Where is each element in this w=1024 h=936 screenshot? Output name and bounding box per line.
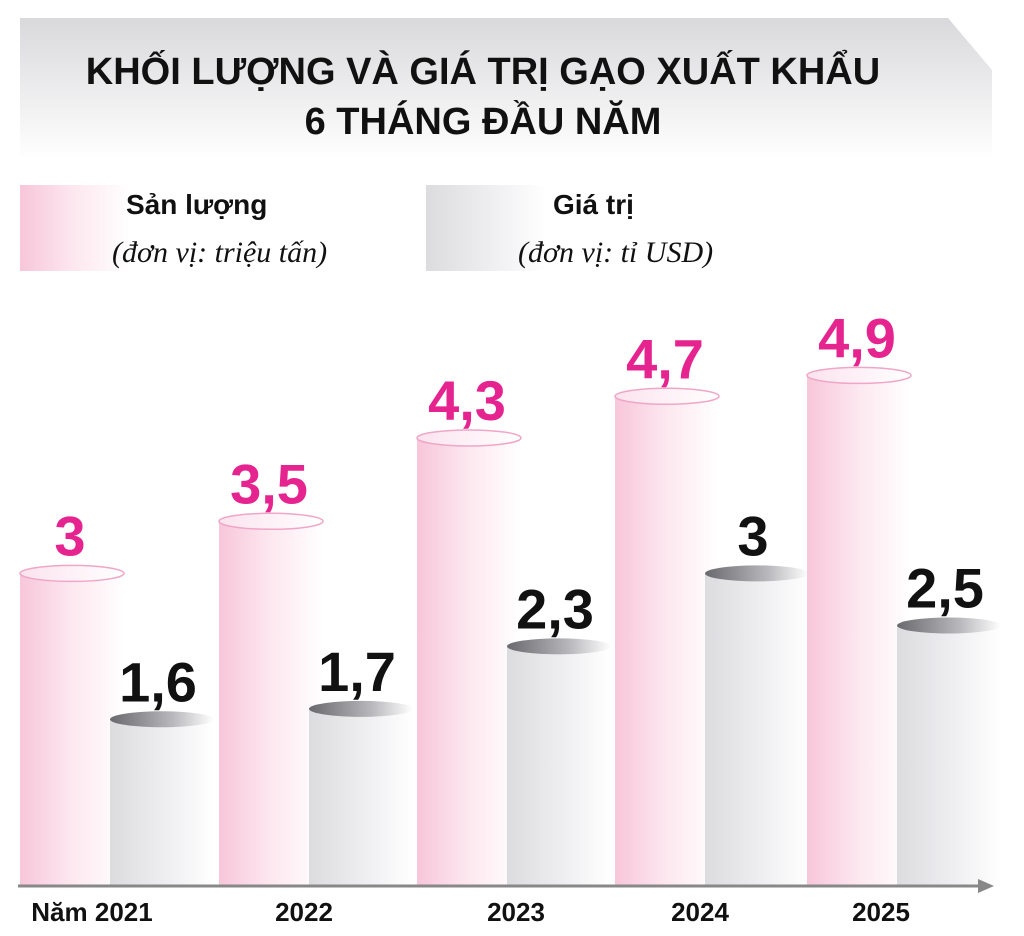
tick-label-0: Năm 2021 xyxy=(31,897,152,927)
bar-volume-top-4 xyxy=(806,366,912,385)
chart-title-line2: 6 THÁNG ĐẦU NĂM xyxy=(305,99,662,143)
bar-volume-top-0 xyxy=(19,564,125,583)
tick-labels-group: Năm 2021 2022 2023 2024 2025 xyxy=(31,897,910,927)
bar-value-4 xyxy=(897,625,1001,886)
x-axis-arrow xyxy=(978,879,994,893)
legend-swatch-value xyxy=(426,185,546,271)
legend-label-volume: Sản lượng xyxy=(126,189,267,220)
label-volume-3: 4,7 xyxy=(626,327,704,390)
label-value-0: 1,6 xyxy=(119,650,197,713)
label-value-2: 2,3 xyxy=(516,577,594,640)
tick-label-3: 2024 xyxy=(671,897,729,927)
legend-label-value: Giá trị xyxy=(553,189,634,220)
chart-title-line1: KHỐI LƯỢNG VÀ GIÁ TRỊ GẠO XUẤT KHẨU xyxy=(86,48,880,93)
value-labels-group: 3 1,6 3,5 1,7 4,3 2,3 4,7 3 4,9 2,5 xyxy=(54,306,984,713)
bars-group xyxy=(19,366,1001,886)
legend-swatch-volume xyxy=(20,185,130,271)
label-volume-0: 3 xyxy=(54,504,85,567)
label-value-3: 3 xyxy=(737,504,768,567)
label-volume-2: 4,3 xyxy=(428,369,506,432)
bar-value-top-4 xyxy=(897,617,1001,634)
bar-volume-0 xyxy=(20,573,124,886)
label-value-4: 2,5 xyxy=(906,557,984,620)
bar-volume-4 xyxy=(807,375,911,886)
bar-value-0 xyxy=(110,719,214,886)
title-banner xyxy=(20,18,992,160)
label-volume-1: 3,5 xyxy=(230,452,308,515)
bar-value-top-1 xyxy=(309,700,413,717)
bar-value-top-3 xyxy=(705,565,809,582)
legend-unit-value: (đơn vị: tỉ USD) xyxy=(518,236,713,269)
bar-value-top-0 xyxy=(110,711,214,728)
bar-volume-top-3 xyxy=(614,387,720,406)
label-volume-4: 4,9 xyxy=(818,306,896,369)
tick-label-4: 2025 xyxy=(852,897,910,927)
bar-value-3 xyxy=(705,573,809,886)
bar-volume-1 xyxy=(219,521,323,886)
bar-value-top-2 xyxy=(507,638,611,655)
bar-volume-2 xyxy=(417,437,521,886)
bar-volume-top-1 xyxy=(218,512,324,531)
tick-label-1: 2022 xyxy=(275,897,333,927)
bar-volume-3 xyxy=(615,396,719,886)
bar-volume-top-2 xyxy=(416,429,522,447)
bar-value-2 xyxy=(507,646,611,886)
legend-unit-volume: (đơn vị: triệu tấn) xyxy=(112,236,327,269)
bar-value-1 xyxy=(309,708,413,886)
label-value-1: 1,7 xyxy=(318,640,396,703)
tick-label-2: 2023 xyxy=(487,897,545,927)
